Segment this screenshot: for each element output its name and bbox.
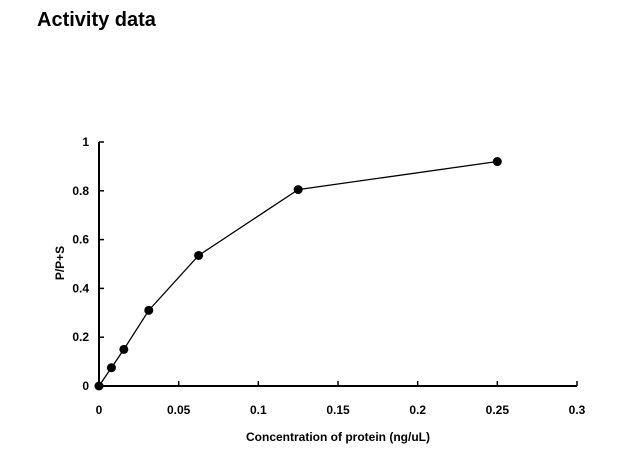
x-tick-label: 0.3 [569, 403, 586, 417]
data-point [119, 344, 129, 354]
data-point [106, 363, 116, 373]
data-point [492, 157, 502, 167]
y-tick-label: 0.4 [72, 281, 89, 295]
data-point [194, 250, 204, 260]
x-tick-label: 0 [96, 403, 103, 417]
axes: 0 0.05 0.1 0.15 0.2 0.25 0.3 0 0.2 0.4 0.6 0.8 1 [72, 135, 585, 417]
data-series [94, 157, 502, 391]
x-tick-label: 0.25 [486, 403, 510, 417]
x-tick-label: 0.2 [409, 403, 426, 417]
y-tick-label: 0.6 [72, 233, 89, 247]
y-tick-label: 0.2 [72, 330, 89, 344]
page-title: Activity data [37, 9, 156, 31]
x-tick-label: 0.15 [326, 403, 350, 417]
data-point [293, 185, 303, 195]
x-tick-label: 0.1 [250, 403, 267, 417]
y-tick-label: 1 [82, 135, 89, 149]
series-line [98, 160, 498, 387]
y-tick-label: 0.8 [72, 184, 89, 198]
y-tick-label: 0 [82, 379, 89, 393]
x-tick-label: 0.05 [167, 403, 191, 417]
y-axis-label: P/P+S [53, 246, 67, 280]
data-point [94, 381, 104, 391]
data-point [144, 305, 154, 315]
x-axis-label: Concentration of protein (ng/uL) [246, 430, 430, 444]
